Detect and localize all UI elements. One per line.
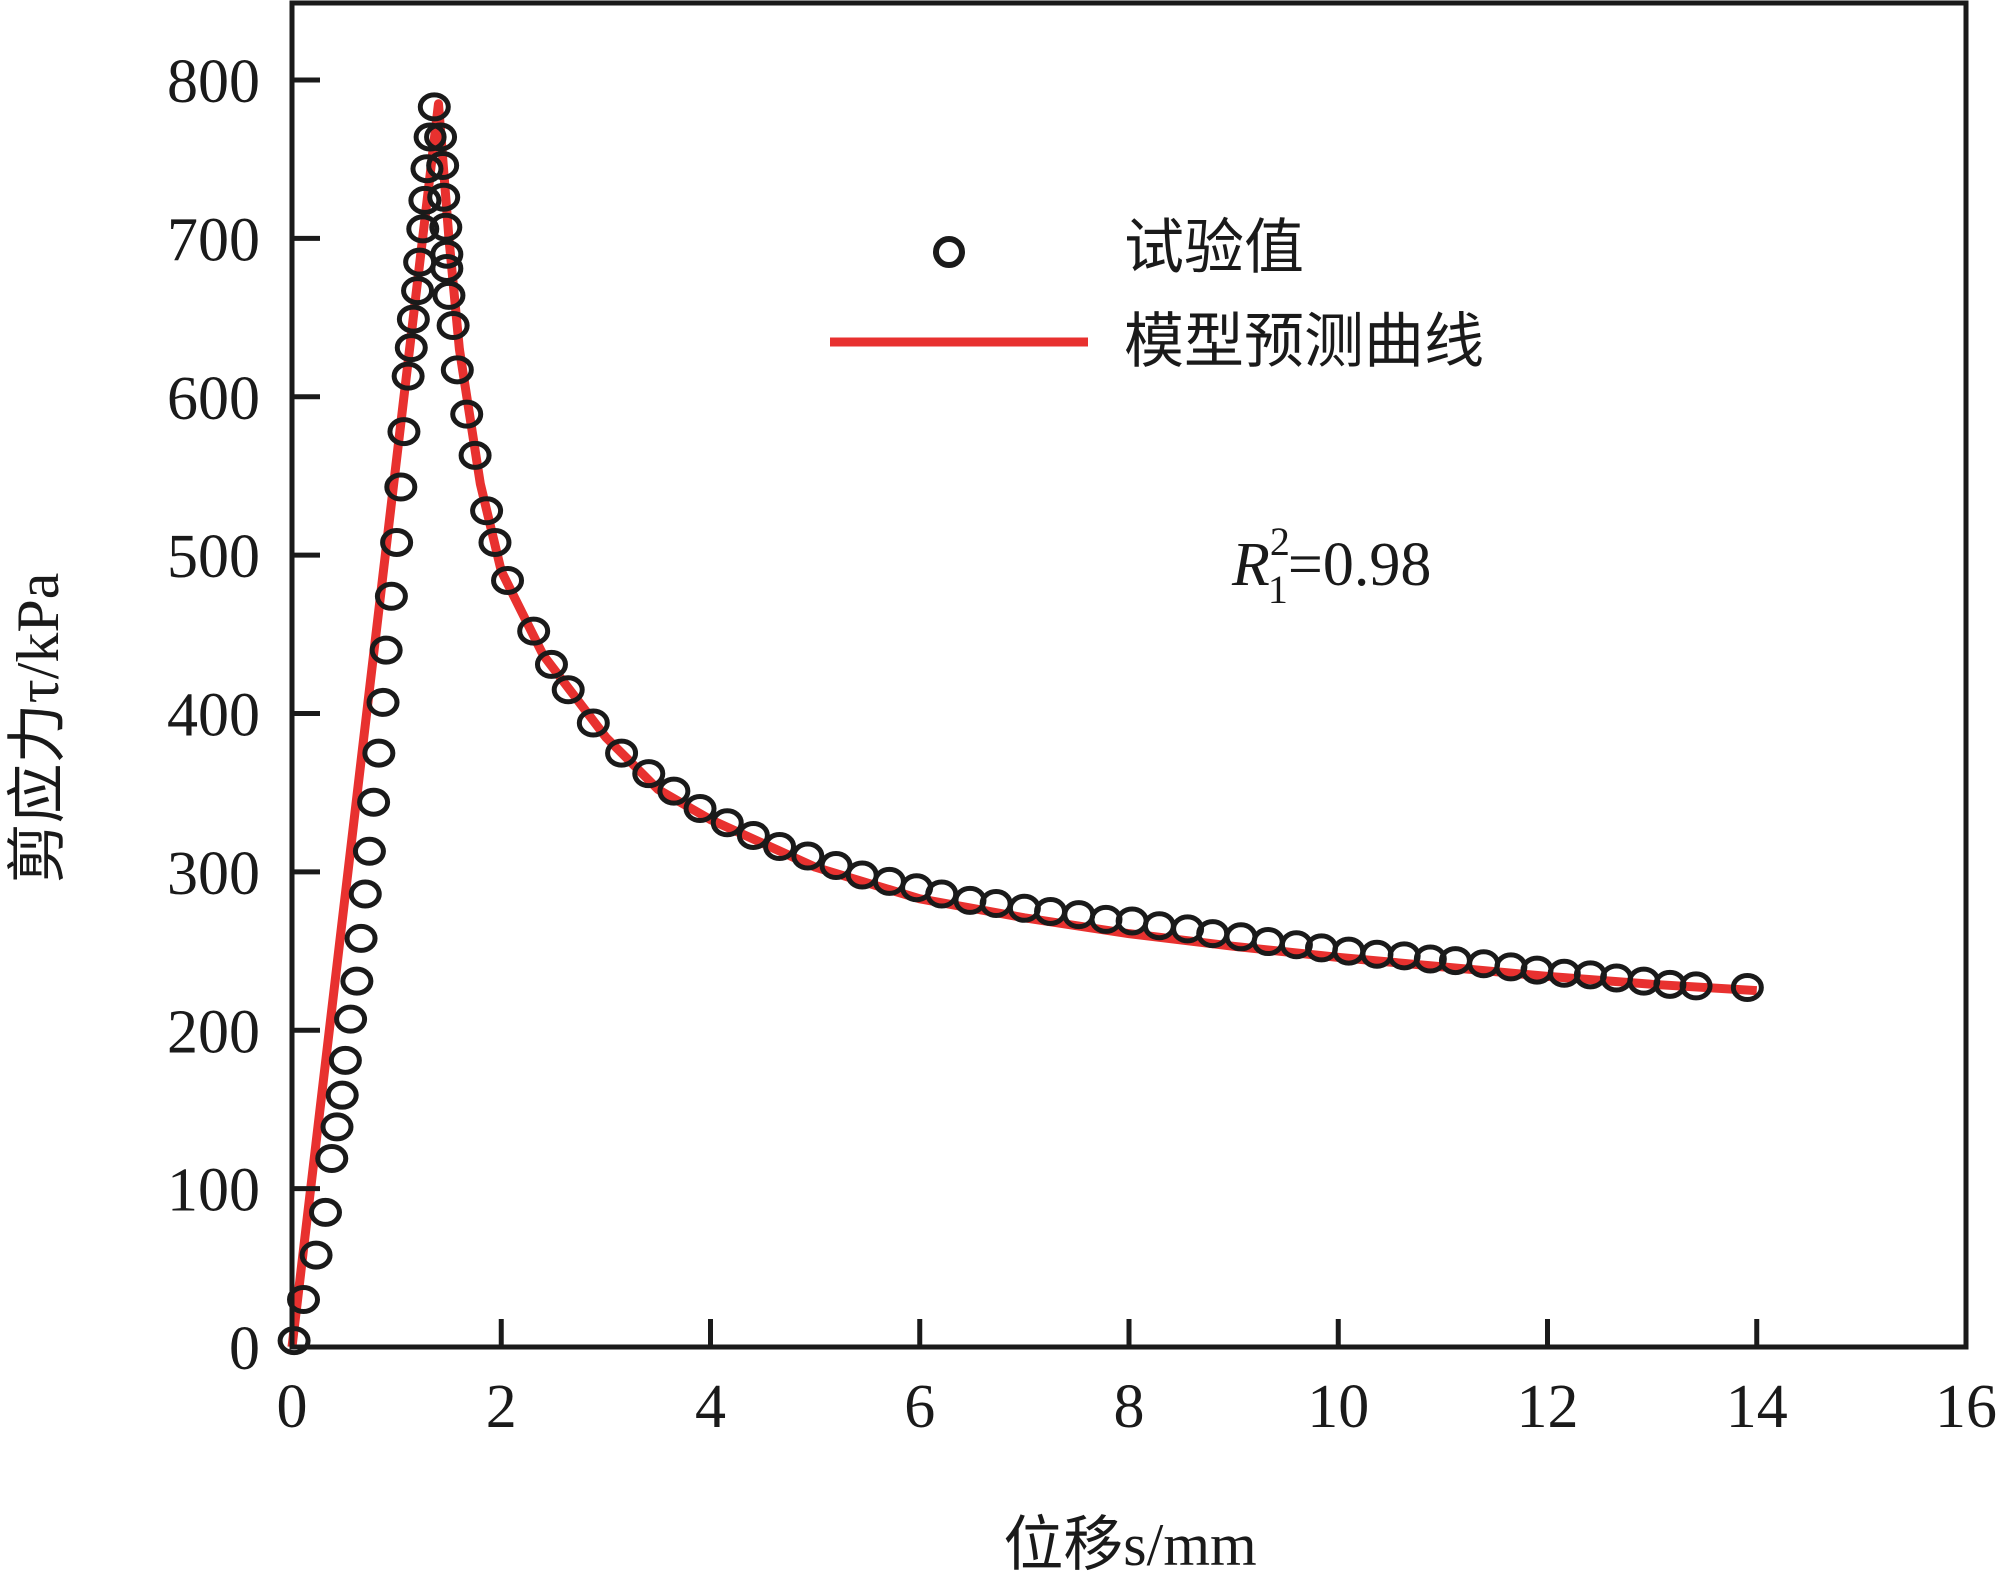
data-point	[369, 635, 403, 665]
x-tick-label: 4	[695, 1373, 726, 1441]
data-point	[410, 154, 444, 184]
data-point	[426, 151, 460, 181]
data-point	[401, 276, 435, 306]
data-point	[436, 310, 470, 340]
data-point	[348, 879, 382, 909]
data-point	[384, 472, 418, 502]
data-point	[352, 836, 386, 866]
x-tick-label: 16	[1935, 1373, 1997, 1441]
r-sup: 2	[1270, 519, 1290, 564]
data-point	[424, 122, 458, 152]
data-point	[657, 776, 691, 806]
x-tick-label: 12	[1517, 1373, 1579, 1441]
x-tick-label: 10	[1307, 1373, 1369, 1441]
plot-marks	[277, 92, 1764, 1356]
data-point	[478, 527, 512, 557]
data-point	[334, 1004, 368, 1034]
data-point	[1730, 972, 1764, 1002]
data-point	[576, 708, 610, 738]
data-point	[315, 1144, 349, 1174]
legend: 试验值 模型预测曲线	[830, 213, 1484, 377]
data-point	[406, 214, 440, 244]
data-point	[551, 675, 585, 705]
model-curve	[287, 99, 1758, 1348]
legend-label-measured: 试验值	[1124, 213, 1304, 283]
data-point	[736, 820, 770, 850]
data-point	[394, 333, 428, 363]
data-point	[396, 304, 430, 334]
data-point	[430, 239, 464, 269]
data-point	[517, 616, 551, 646]
y-tick-label: 600	[167, 365, 260, 433]
data-point	[408, 185, 442, 215]
data-point	[340, 966, 374, 996]
r-sub: 1	[1268, 567, 1288, 612]
data-point	[357, 787, 391, 817]
data-point	[328, 1045, 362, 1075]
data-point	[710, 808, 744, 838]
r-value: =0.98	[1288, 531, 1431, 599]
data-point	[344, 923, 378, 953]
data-point	[362, 738, 396, 768]
data-point	[413, 122, 447, 152]
data-point	[427, 182, 461, 212]
data-point	[308, 1197, 342, 1227]
x-tick-label: 0	[277, 1373, 308, 1441]
data-point	[605, 738, 639, 768]
data-point	[366, 687, 400, 717]
y-tick-label: 400	[167, 682, 260, 750]
data-point	[1679, 971, 1713, 1001]
data-point	[683, 794, 717, 824]
y-tick-label: 100	[167, 1157, 260, 1225]
data-point	[320, 1112, 354, 1142]
data-point	[632, 759, 666, 789]
data-point	[429, 212, 463, 242]
y-axis-label: 剪应力τ/kPa	[5, 573, 71, 884]
x-tick-label: 6	[904, 1373, 935, 1441]
y-tick-label: 0	[229, 1315, 260, 1383]
y-tick-label: 200	[167, 998, 260, 1066]
x-tick-label: 14	[1726, 1373, 1788, 1441]
x-tick-label: 8	[1114, 1373, 1145, 1441]
data-point	[380, 527, 414, 557]
data-point	[374, 581, 408, 611]
data-point	[450, 399, 484, 429]
y-tick-label: 300	[167, 840, 260, 908]
data-point	[387, 417, 421, 447]
y-tick-label: 700	[167, 206, 260, 274]
data-point	[299, 1240, 333, 1270]
data-point	[1413, 944, 1447, 974]
r-symbol: R	[1231, 531, 1270, 599]
data-point	[432, 280, 466, 310]
data-point	[534, 649, 568, 679]
data-point	[391, 361, 425, 391]
r-squared-annotation: R2 1=0.98	[1231, 519, 1431, 612]
y-tick-label: 500	[167, 523, 260, 591]
data-point	[440, 355, 474, 385]
data-point	[470, 496, 504, 526]
data-point	[763, 832, 797, 862]
legend-label-model: 模型预测曲线	[1124, 307, 1484, 377]
x-tick-label: 2	[486, 1373, 517, 1441]
legend-marker-measured	[933, 236, 965, 268]
y-tick-label: 800	[167, 48, 260, 116]
x-axis-label: 位移s/mm	[1003, 1512, 1256, 1577]
data-point	[417, 92, 451, 122]
data-point	[791, 841, 825, 871]
data-point	[458, 440, 492, 470]
data-point	[491, 565, 525, 595]
data-point	[430, 253, 464, 283]
data-point	[325, 1080, 359, 1110]
